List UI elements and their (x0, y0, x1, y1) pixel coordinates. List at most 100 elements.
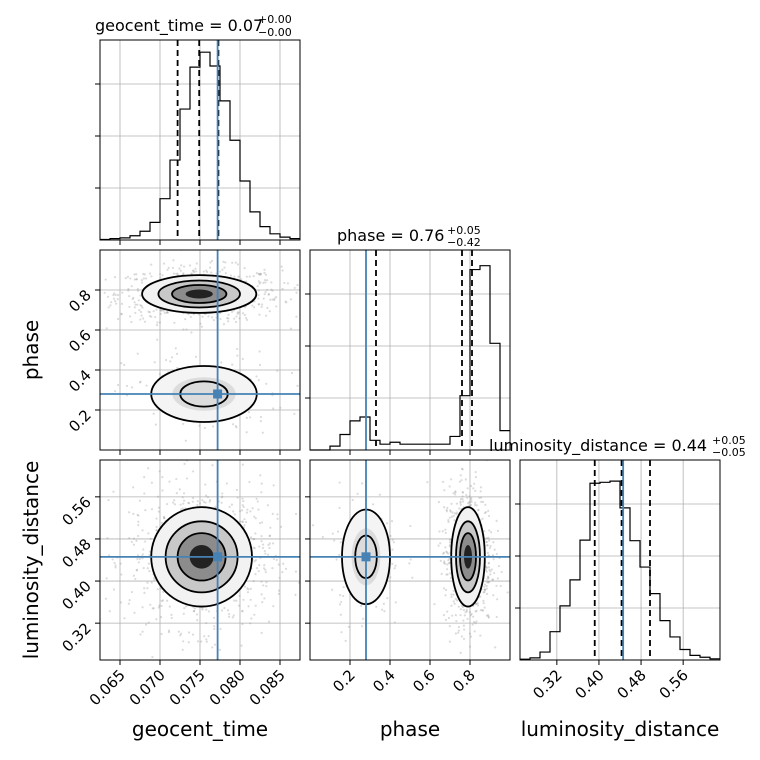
sample-point (196, 619, 199, 622)
sample-point (259, 415, 263, 419)
sample-point (264, 281, 267, 284)
sample-point (236, 263, 239, 266)
sample-point (448, 640, 451, 643)
sample-point (258, 363, 262, 367)
x-tick-label: 0.085 (246, 666, 289, 709)
sample-point (242, 312, 245, 315)
sample-point (93, 542, 95, 544)
sample-point (245, 275, 248, 278)
sample-point (116, 293, 120, 297)
x-tick-label: 0.4 (369, 666, 399, 696)
sample-point (137, 299, 140, 302)
sample-point (114, 293, 117, 296)
sample-point (142, 272, 145, 276)
sample-point (111, 558, 114, 561)
sample-point (238, 594, 241, 597)
sample-point (158, 372, 161, 376)
sample-point (249, 587, 252, 590)
x-axis-label-luminosity-distance: luminosity_distance (521, 717, 720, 741)
sample-point (138, 499, 141, 502)
sample-point (477, 508, 480, 511)
sample-point (163, 516, 166, 520)
sample-point (391, 538, 394, 541)
sample-point (170, 356, 174, 359)
sample-point (494, 646, 497, 649)
sample-point (442, 551, 446, 554)
sample-point (203, 426, 207, 430)
sample-point (450, 604, 453, 607)
sample-point (469, 635, 473, 638)
sample-point (495, 519, 498, 522)
sample-point (445, 573, 448, 576)
sample-point (241, 497, 244, 500)
sample-point (149, 537, 152, 540)
sample-point (252, 275, 255, 278)
sample-point (475, 609, 478, 612)
sample-point (491, 578, 494, 581)
sample-point (485, 540, 488, 544)
sample-point (487, 514, 491, 518)
sample-point (137, 520, 140, 523)
sample-point (437, 544, 440, 547)
sample-point (231, 261, 234, 264)
sample-point (241, 520, 244, 523)
contour-line (171, 284, 228, 304)
sample-point (286, 282, 290, 285)
sample-point (164, 358, 168, 362)
sample-point (185, 328, 188, 331)
sample-point (266, 553, 270, 556)
sample-point (252, 580, 255, 583)
sample-point (140, 314, 143, 317)
sample-point (386, 522, 389, 525)
sample-point (245, 416, 248, 419)
sample-point (465, 610, 469, 613)
x-axis-label-geocent-time: geocent_time (132, 717, 268, 741)
sample-point (440, 572, 443, 576)
sample-point (253, 306, 256, 309)
sample-point (206, 496, 210, 499)
sample-point (307, 570, 309, 572)
sample-point (445, 508, 448, 512)
sample-point (213, 625, 216, 628)
sample-point (227, 612, 231, 616)
sample-point (263, 268, 266, 271)
sample-point (488, 529, 491, 532)
sample-point (170, 616, 173, 620)
sample-point (231, 423, 235, 426)
sample-point (246, 591, 250, 594)
sample-point (257, 293, 260, 297)
sample-point (482, 602, 485, 605)
sample-point (145, 623, 148, 626)
sample-point (162, 309, 165, 312)
sample-point (259, 272, 262, 276)
title-geocent-time-upper: +0.00 (258, 13, 292, 26)
sample-point (448, 545, 451, 548)
sample-point (466, 617, 469, 620)
sample-point (443, 560, 446, 563)
sample-point (213, 643, 217, 646)
sample-point (138, 381, 142, 384)
panel-frame (99, 39, 301, 241)
sample-point (487, 616, 490, 619)
sample-point (261, 431, 264, 434)
sample-point (227, 615, 231, 618)
sample-point (241, 609, 244, 612)
sample-point (243, 518, 246, 521)
sample-point (259, 474, 262, 477)
sample-point (492, 541, 495, 544)
sample-point (443, 562, 447, 565)
sample-point (393, 621, 396, 624)
sample-point (157, 506, 161, 509)
sample-point (260, 580, 263, 583)
sample-point (260, 521, 264, 524)
sample-point (148, 272, 152, 275)
sample-point (487, 576, 490, 579)
sample-point (128, 536, 131, 540)
sample-point (265, 585, 268, 588)
sample-point (159, 615, 163, 619)
y-tick-label: 0.4 (65, 366, 95, 396)
sample-point (263, 271, 266, 275)
sample-point (277, 592, 280, 596)
sample-point (281, 570, 284, 574)
sample-point (485, 570, 488, 573)
